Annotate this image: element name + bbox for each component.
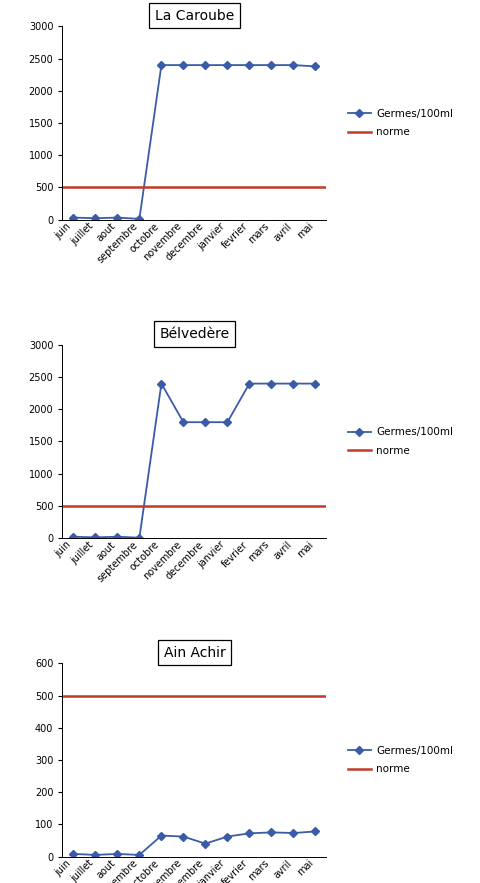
Germes/100ml bbox=[93, 532, 98, 543]
Title: Bélvedère: Bélvedère bbox=[159, 327, 229, 341]
Germes/100ml bbox=[290, 60, 296, 71]
Legend: Germes/100ml, norme: Germes/100ml, norme bbox=[345, 424, 456, 459]
Germes/100ml bbox=[268, 60, 274, 71]
Germes/100ml bbox=[115, 212, 120, 223]
norme bbox=[93, 182, 98, 192]
Germes/100ml bbox=[203, 60, 208, 71]
Germes/100ml bbox=[247, 378, 252, 389]
Germes/100ml bbox=[136, 214, 142, 224]
Germes/100ml bbox=[158, 830, 164, 841]
Germes/100ml bbox=[268, 827, 274, 838]
Germes/100ml bbox=[158, 60, 164, 71]
Germes/100ml bbox=[93, 849, 98, 860]
Germes/100ml bbox=[312, 378, 318, 389]
Legend: Germes/100ml, norme: Germes/100ml, norme bbox=[345, 106, 456, 140]
Germes/100ml bbox=[312, 61, 318, 72]
Germes/100ml bbox=[225, 60, 230, 71]
Germes/100ml bbox=[247, 828, 252, 839]
Germes/100ml bbox=[180, 417, 186, 427]
Germes/100ml bbox=[136, 849, 142, 860]
Germes/100ml bbox=[71, 849, 76, 859]
Germes/100ml bbox=[312, 826, 318, 837]
Germes/100ml bbox=[71, 212, 76, 223]
Title: La Caroube: La Caroube bbox=[155, 9, 234, 23]
Germes/100ml bbox=[93, 213, 98, 223]
Germes/100ml bbox=[290, 827, 296, 838]
Germes/100ml bbox=[115, 532, 120, 542]
Germes/100ml bbox=[290, 378, 296, 389]
Germes/100ml bbox=[136, 532, 142, 543]
Germes/100ml bbox=[203, 838, 208, 849]
Line: Germes/100ml: Germes/100ml bbox=[71, 63, 318, 222]
norme bbox=[71, 182, 76, 192]
Germes/100ml bbox=[203, 417, 208, 427]
norme bbox=[71, 501, 76, 511]
Germes/100ml bbox=[247, 60, 252, 71]
Germes/100ml bbox=[225, 831, 230, 841]
Germes/100ml bbox=[180, 60, 186, 71]
Germes/100ml bbox=[158, 378, 164, 389]
Germes/100ml bbox=[268, 378, 274, 389]
norme bbox=[71, 691, 76, 701]
Germes/100ml bbox=[115, 849, 120, 859]
Title: Ain Achir: Ain Achir bbox=[164, 645, 225, 660]
Legend: Germes/100ml, norme: Germes/100ml, norme bbox=[345, 743, 456, 777]
Germes/100ml bbox=[225, 417, 230, 427]
Line: Germes/100ml: Germes/100ml bbox=[71, 381, 318, 540]
norme bbox=[93, 691, 98, 701]
Germes/100ml bbox=[180, 831, 186, 841]
Germes/100ml bbox=[71, 532, 76, 542]
norme bbox=[93, 501, 98, 511]
Line: Germes/100ml: Germes/100ml bbox=[71, 828, 318, 857]
